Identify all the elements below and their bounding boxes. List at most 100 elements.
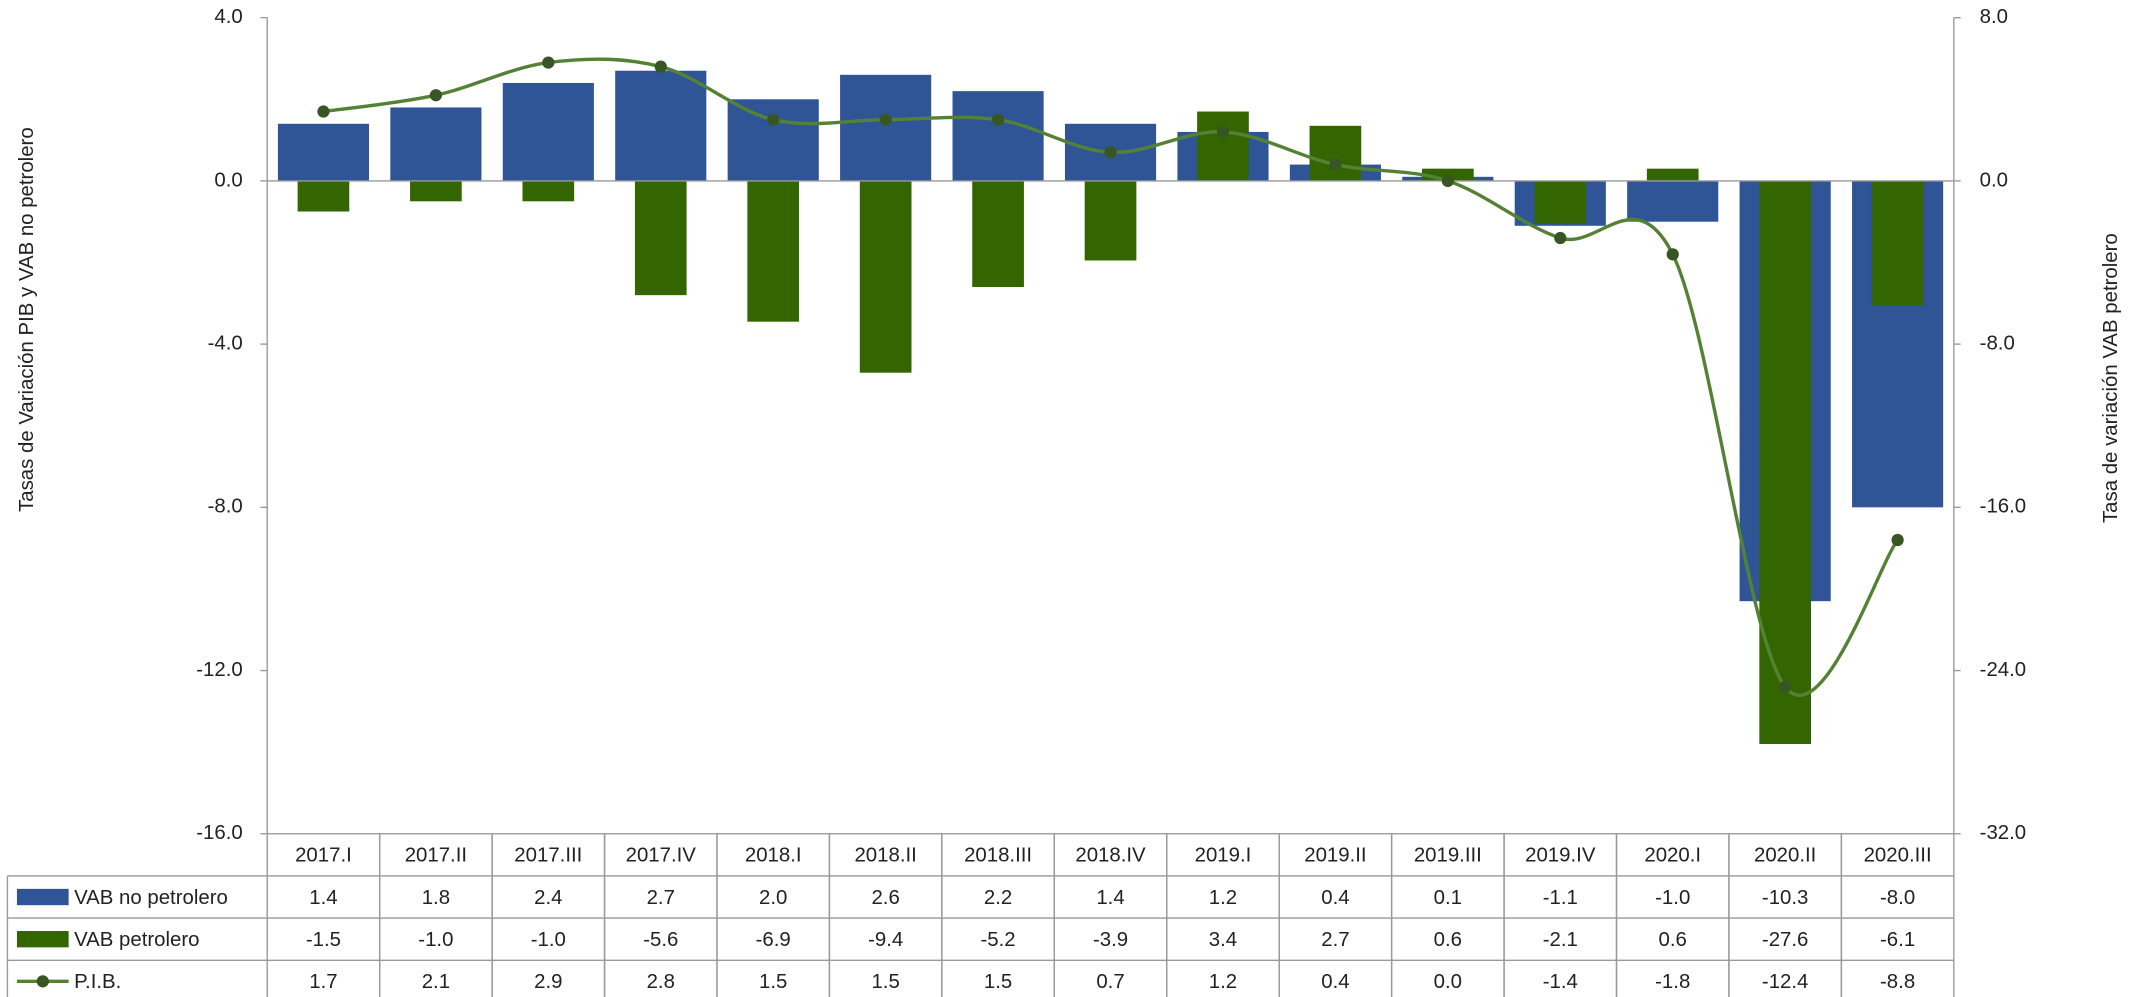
- bar: [1627, 180, 1719, 222]
- bar: [410, 180, 462, 202]
- table-value: 1.8: [422, 887, 450, 909]
- marker: [1779, 680, 1792, 694]
- y2-tick-label: 0.0: [1980, 169, 2008, 191]
- table-value: 0.4: [1321, 971, 1349, 993]
- marker: [1554, 231, 1567, 245]
- y-tick-label: -12.0: [196, 659, 242, 681]
- bar: [1646, 168, 1699, 181]
- table-value: 1.4: [309, 887, 337, 909]
- table-value: 1.2: [1209, 887, 1237, 909]
- table-value: -5.6: [643, 929, 678, 951]
- marker: [1216, 125, 1230, 139]
- bar: [1871, 180, 1924, 306]
- marker: [1104, 146, 1117, 159]
- bar: [297, 180, 350, 212]
- bar: [859, 180, 912, 373]
- bar: [1084, 180, 1137, 261]
- table-value: -6.9: [756, 929, 791, 951]
- marker: [654, 60, 667, 73]
- y-tick-label: 4.0: [214, 6, 242, 28]
- legend-label: P.I.B.: [74, 971, 121, 993]
- table-value: 0.6: [1659, 929, 1687, 951]
- category-label: 2020.I: [1644, 845, 1701, 867]
- category-label: 2017.II: [405, 845, 467, 867]
- table-value: -1.0: [418, 929, 453, 951]
- table-value: 1.2: [1209, 971, 1237, 993]
- table-value: -1.5: [306, 929, 341, 951]
- table-value: -9.4: [868, 929, 903, 951]
- table-value: 0.0: [1434, 971, 1462, 993]
- y-axis-title: Tasas de Variación PIB y VAB no petroler…: [16, 127, 38, 512]
- bar: [1534, 180, 1587, 224]
- table-value: 2.7: [1321, 929, 1349, 951]
- y-tick-label: 0.0: [214, 169, 242, 191]
- table-value: 1.5: [984, 971, 1012, 993]
- table-value: -8.8: [1880, 971, 1915, 993]
- line: [323, 57, 1899, 697]
- table-value: 2.2: [984, 887, 1012, 909]
- table-value: -5.2: [981, 929, 1016, 951]
- bar: [952, 91, 1044, 181]
- bar: [502, 82, 594, 181]
- marker: [1329, 158, 1342, 171]
- table-value: 2.4: [534, 887, 562, 909]
- table-value: -1.8: [1655, 971, 1690, 993]
- marker: [542, 56, 555, 69]
- table-value: 2.1: [422, 971, 450, 993]
- table-value: 2.8: [647, 971, 675, 993]
- category-label: 2019.III: [1414, 845, 1482, 867]
- category-label: 2019.I: [1195, 845, 1252, 867]
- table-value: 0.4: [1321, 887, 1349, 909]
- category-label: 2018.I: [745, 845, 802, 867]
- category-label: 2017.III: [514, 845, 582, 867]
- table-value: 1.5: [759, 971, 787, 993]
- table-value: -1.0: [531, 929, 566, 951]
- bar: [972, 180, 1024, 287]
- table-value: -8.0: [1880, 887, 1915, 909]
- marker: [1441, 174, 1454, 188]
- bar: [615, 70, 707, 181]
- marker: [991, 113, 1005, 126]
- bar: [727, 99, 819, 181]
- marker: [429, 89, 443, 102]
- table-value: -2.1: [1543, 929, 1578, 951]
- table-value: 2.0: [759, 887, 787, 909]
- legend-swatch: [16, 888, 69, 906]
- bar: [634, 180, 687, 296]
- category-label: 2017.I: [295, 845, 352, 867]
- table-value: 2.7: [647, 887, 675, 909]
- bar: [1197, 111, 1249, 181]
- table-value: -12.4: [1762, 971, 1808, 993]
- category-label: 2019.IV: [1525, 845, 1596, 867]
- category-label: 2018.III: [964, 845, 1032, 867]
- legend-marker: [36, 975, 49, 988]
- y2-tick-label: -16.0: [1980, 496, 2026, 518]
- table-value: 1.4: [1096, 887, 1124, 909]
- y2-tick-label: -8.0: [1980, 333, 2015, 355]
- marker: [1666, 248, 1679, 261]
- table-value: -10.3: [1762, 887, 1808, 909]
- table-value: -1.1: [1543, 887, 1578, 909]
- y2-tick-label: -32.0: [1980, 822, 2026, 844]
- category-label: 2019.II: [1304, 845, 1366, 867]
- bar: [277, 123, 370, 181]
- bar: [747, 180, 800, 322]
- category-label: 2018.II: [854, 845, 916, 867]
- bar: [522, 180, 575, 202]
- marker: [1891, 533, 1904, 547]
- legend-label: VAB no petrolero: [74, 887, 228, 909]
- table-value: 0.1: [1434, 887, 1462, 909]
- table-value: -27.6: [1762, 929, 1808, 951]
- y2-tick-label: 8.0: [1980, 6, 2008, 28]
- legend-swatch: [16, 931, 69, 948]
- marker: [317, 105, 330, 118]
- bar: [390, 107, 482, 181]
- table-value: 1.5: [871, 971, 899, 993]
- category-label: 2020.II: [1754, 845, 1816, 867]
- table-value: 1.7: [309, 971, 337, 993]
- marker: [767, 113, 780, 126]
- table-value: -1.4: [1543, 971, 1578, 993]
- table-value: 2.6: [871, 887, 899, 909]
- table-value: 3.4: [1209, 929, 1237, 951]
- category-label: 2018.IV: [1075, 845, 1146, 867]
